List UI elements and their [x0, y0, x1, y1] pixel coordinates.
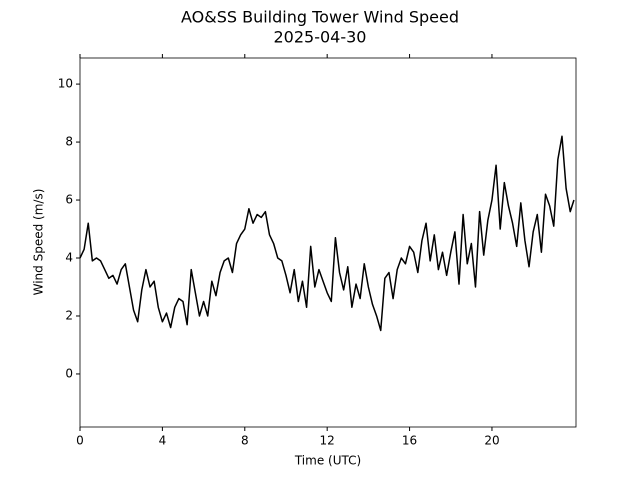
- y-tick-label: 8: [65, 135, 73, 149]
- x-tick-label: 0: [76, 434, 84, 448]
- y-tick-label: 2: [65, 308, 73, 322]
- x-axis-label: Time (UTC): [294, 454, 361, 468]
- x-tick-label: 20: [484, 434, 499, 448]
- x-tick-label: 4: [159, 434, 167, 448]
- x-tick-label: 16: [402, 434, 417, 448]
- y-tick-label: 6: [65, 193, 73, 207]
- chart-title: AO&SS Building Tower Wind Speed: [181, 8, 459, 27]
- chart-subtitle: 2025-04-30: [274, 28, 367, 47]
- y-tick-label: 0: [65, 366, 73, 380]
- x-tick-label: 8: [241, 434, 249, 448]
- y-tick-label: 4: [65, 251, 73, 265]
- y-tick-label: 10: [58, 77, 73, 91]
- y-axis-label: Wind Speed (m/s): [32, 189, 46, 296]
- x-tick-label: 12: [320, 434, 335, 448]
- data-line: [79, 135, 575, 332]
- plot-frame: [79, 57, 577, 428]
